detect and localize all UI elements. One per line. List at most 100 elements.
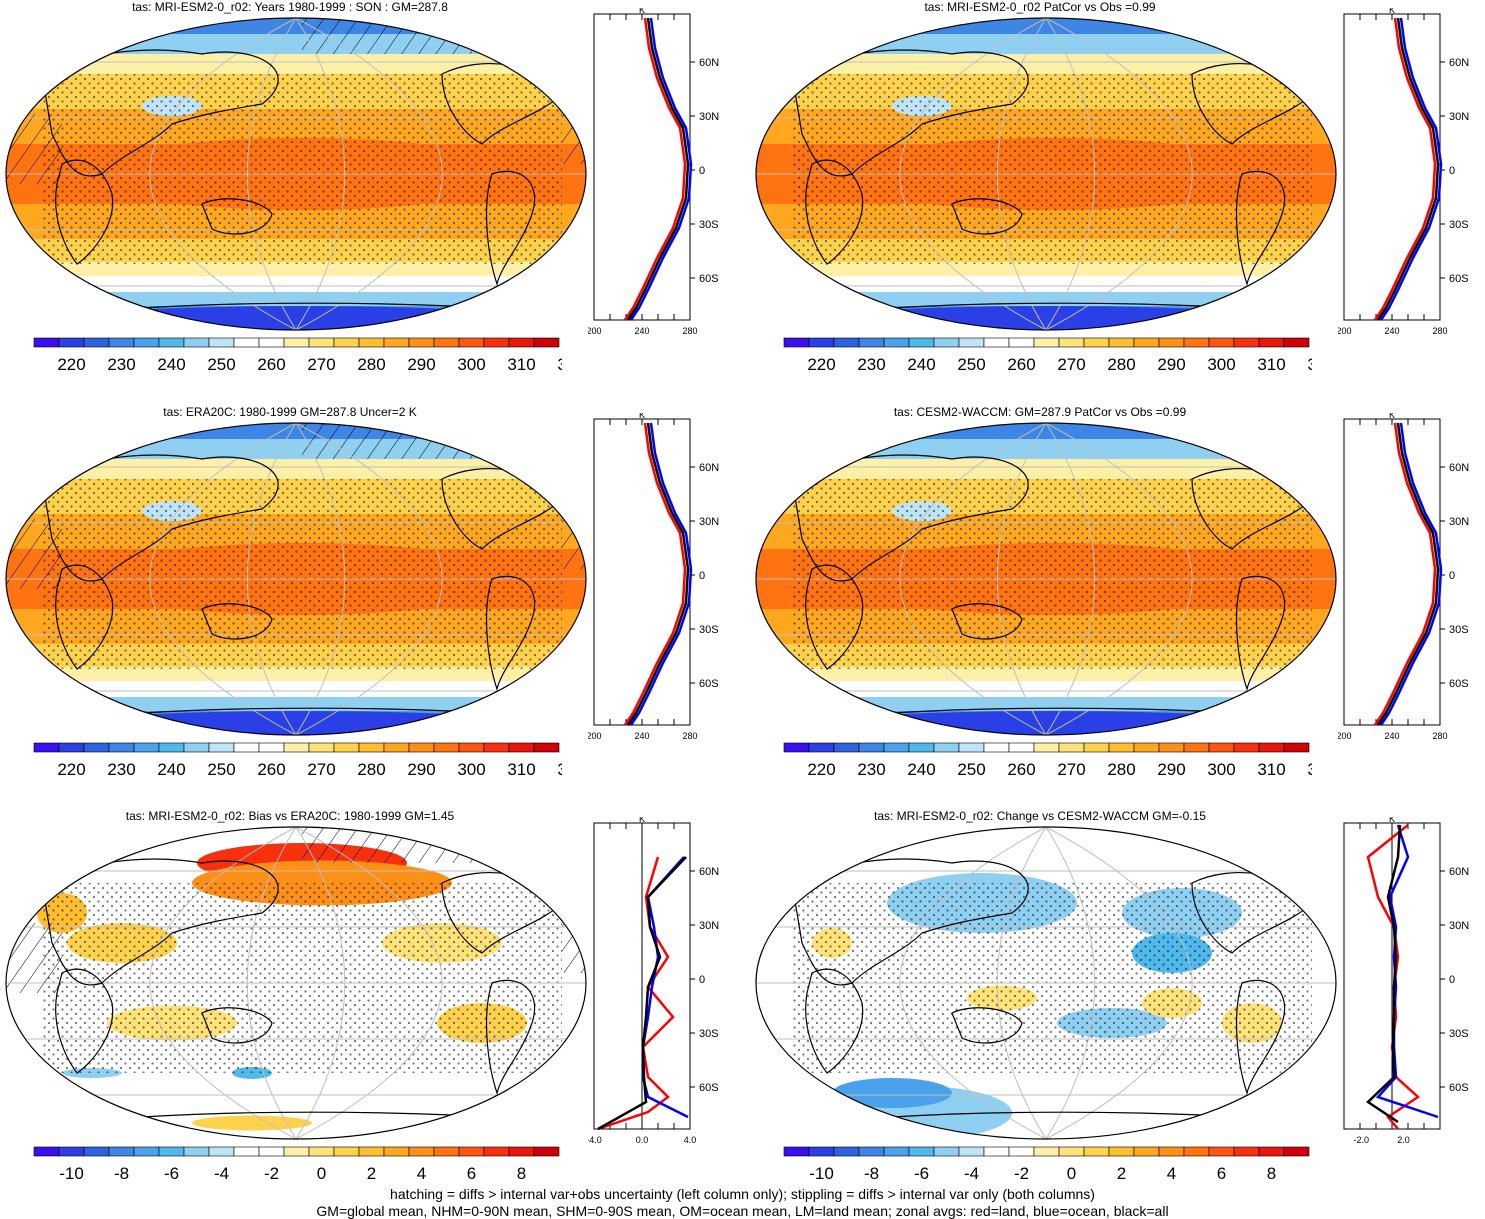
colorbar-swatch xyxy=(108,1146,135,1157)
colorbar-label: 230 xyxy=(107,355,135,374)
zonal-unit-label: K xyxy=(1389,413,1395,420)
colorbar-label: 310 xyxy=(1257,760,1285,779)
colorbar-swatch xyxy=(1133,337,1160,348)
zonal-lat-label: 0 xyxy=(699,570,705,582)
colorbar-label: -2 xyxy=(264,1164,279,1183)
colorbar-swatch xyxy=(333,742,360,753)
colorbar-swatch xyxy=(1158,337,1185,348)
colorbar-label: 300 xyxy=(1207,760,1235,779)
graticule-meridian xyxy=(1045,423,1193,735)
colorbar-swatch xyxy=(258,1146,285,1157)
zonal-unit-label: K xyxy=(639,413,645,420)
colorbar-swatch xyxy=(183,742,210,753)
colorbar-label: 280 xyxy=(1107,760,1135,779)
panel-change: tas: MRI-ESM2-0_r02: Change vs CESM2-WAC… xyxy=(750,809,1480,1199)
colorbar-swatch xyxy=(483,1146,510,1157)
color-band xyxy=(756,54,1336,74)
colorbar-label: 270 xyxy=(307,760,335,779)
colorbar-swatch xyxy=(1058,742,1085,753)
colorbar-swatch xyxy=(33,1146,60,1157)
colorbar-swatch xyxy=(1083,337,1110,348)
colorbar-swatch xyxy=(133,337,160,348)
colorbar-swatch xyxy=(908,337,935,348)
colorbar-swatch xyxy=(1033,1146,1060,1157)
colorbar-swatch xyxy=(358,742,385,753)
colorbar-swatch xyxy=(133,1146,160,1157)
world-map xyxy=(5,826,587,1140)
colorbar-label: 0 xyxy=(317,1164,326,1183)
zonal-lat-label: 0 xyxy=(1449,165,1455,177)
graticule-meridian xyxy=(996,18,1047,330)
colorbar-label: 320 xyxy=(1307,760,1312,779)
graticule-meridian xyxy=(996,423,1047,735)
colorbar-swatch xyxy=(908,742,935,753)
zonal-average-plot: K -2.0 2.0 60N 30N 0 30S 60S xyxy=(1343,817,1469,1145)
colorbar-swatch xyxy=(483,742,510,753)
colorbar-label: 290 xyxy=(407,760,435,779)
graticule-meridian xyxy=(295,18,443,330)
colorbar-swatch xyxy=(808,742,835,753)
zonal-lat-label: 30N xyxy=(1449,516,1469,528)
colorbar-label: 250 xyxy=(207,760,235,779)
colorbar-swatch xyxy=(1258,337,1285,348)
colorbar-swatch xyxy=(858,337,885,348)
colorbar-label: 290 xyxy=(407,355,435,374)
colorbar-swatch xyxy=(133,742,160,753)
colorbar-label: 220 xyxy=(807,760,835,779)
zonal-xtick-label: 240 xyxy=(634,326,649,336)
colorbar-swatch xyxy=(358,337,385,348)
zonal-unit-label: K xyxy=(1389,8,1395,15)
coastline xyxy=(41,454,279,582)
colorbar-label: -4 xyxy=(964,1164,979,1183)
color-band xyxy=(756,34,1336,54)
colorbar-swatch xyxy=(858,1146,885,1157)
colorbar-swatch xyxy=(858,742,885,753)
graticule-meridian xyxy=(1045,423,1096,735)
colorbar-label: -10 xyxy=(59,1164,84,1183)
colorbar-swatch xyxy=(308,337,335,348)
colorbar-label: 310 xyxy=(507,760,535,779)
coastline xyxy=(1235,170,1286,287)
coastline xyxy=(55,968,114,1074)
colorbar-swatch xyxy=(233,1146,260,1157)
zonal-ocean-curve xyxy=(629,422,693,726)
zonal-average-plot: K 200 240 280 60N 30N 0 30S 60S xyxy=(1338,413,1469,741)
zonal-lat-label: 30N xyxy=(699,516,719,528)
colorbar-label: 8 xyxy=(1267,1164,1276,1183)
coastline xyxy=(485,575,536,692)
hatching xyxy=(562,114,586,164)
zonal-xtick-label: 240 xyxy=(1384,326,1399,336)
colorbar-swatch xyxy=(1233,1146,1260,1157)
colorbar: 220 230 240 250 260 270 280 290 300 310 320 xyxy=(783,742,1312,779)
colorbar-swatch xyxy=(1108,337,1135,348)
colorbar-swatch xyxy=(1033,337,1060,348)
colorbar-label: 6 xyxy=(467,1164,476,1183)
zonal-lat-label: 30N xyxy=(699,920,719,932)
colorbar-label: -8 xyxy=(114,1164,129,1183)
color-band xyxy=(756,697,1336,711)
zonal-xtick-label: 200 xyxy=(588,731,602,741)
map-outline xyxy=(5,422,587,736)
colorbar-swatch xyxy=(1183,337,1210,348)
zonal-frame xyxy=(593,418,691,726)
coastline xyxy=(951,1007,1023,1044)
colorbar-swatch xyxy=(1258,1146,1285,1157)
map-outline xyxy=(755,17,1337,331)
colorbar-label: 8 xyxy=(517,1164,526,1183)
zonal-unit-label: K xyxy=(1389,817,1395,824)
colorbar-label: 4 xyxy=(1167,1164,1176,1183)
colorbar-label: 230 xyxy=(857,355,885,374)
color-band xyxy=(756,276,1336,292)
colorbar-swatch xyxy=(533,742,560,753)
colorbar-label: 270 xyxy=(1057,760,1085,779)
colorbar-swatch xyxy=(1208,742,1235,753)
zonal-all-curve xyxy=(1376,422,1440,726)
graticule-meridian xyxy=(246,423,297,735)
panel-era20c: tas: ERA20C: 1980-1999 GM=287.8 Uncer=2 … xyxy=(0,405,730,795)
zonal-lat-label: 60S xyxy=(1449,273,1469,285)
color-band xyxy=(6,54,586,74)
footer-note-means: GM=global mean, NHM=0-90N mean, SHM=0-90… xyxy=(316,1203,1169,1219)
colorbar-label: 260 xyxy=(257,355,285,374)
coastline xyxy=(485,170,536,287)
color-band xyxy=(756,681,1336,697)
